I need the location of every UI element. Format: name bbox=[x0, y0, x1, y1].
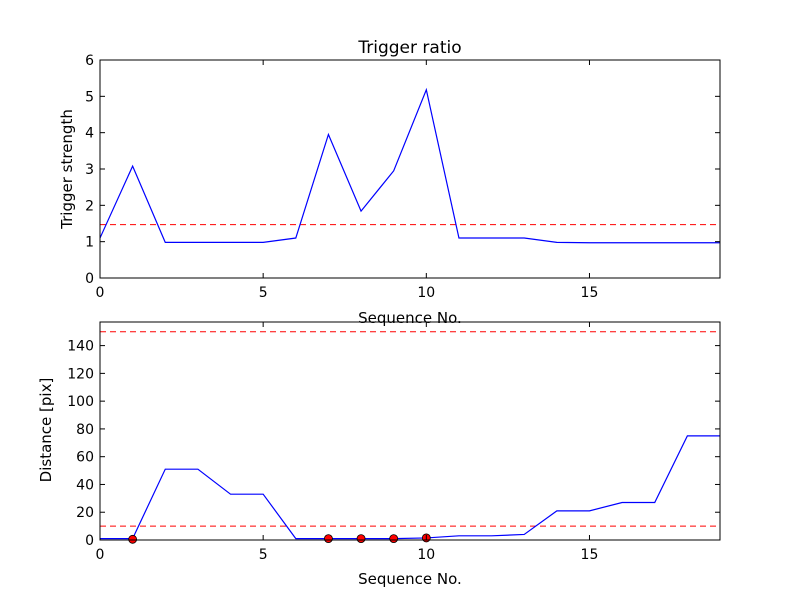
plot-area: 0 5 10 15 0 1 2 3 4 5 6 bbox=[85, 53, 721, 301]
data-point-marker bbox=[356, 534, 366, 544]
x-tick-label: 5 bbox=[259, 547, 268, 563]
x-tick-label: 0 bbox=[96, 547, 105, 563]
series-line bbox=[100, 435, 720, 540]
y-tick-label: 80 bbox=[76, 422, 94, 438]
y-tick-label: 20 bbox=[76, 505, 94, 521]
y-tick-label: 3 bbox=[85, 162, 94, 178]
x-tick-label: 5 bbox=[259, 285, 268, 301]
y-tick-label: 0 bbox=[85, 271, 94, 287]
y-tick-label: 4 bbox=[85, 126, 94, 142]
y-tick-label: 120 bbox=[67, 366, 94, 382]
y-tick-label: 40 bbox=[76, 477, 94, 493]
y-tick-label: 60 bbox=[76, 450, 94, 466]
y-axis-label: Distance [pix] bbox=[37, 378, 55, 483]
y-tick-label: 5 bbox=[85, 89, 94, 105]
x-tick-label: 15 bbox=[581, 285, 599, 301]
y-tick-label: 6 bbox=[85, 53, 94, 69]
data-layer bbox=[100, 331, 720, 540]
series-line bbox=[100, 87, 720, 244]
x-tick-label: 0 bbox=[96, 285, 105, 301]
x-tick-label: 10 bbox=[417, 285, 435, 301]
plot-area: 0 5 10 15 0 20 40 60 80 100 120 140 bbox=[67, 321, 721, 563]
y-tick-label: 1 bbox=[85, 235, 94, 251]
x-tick-label: 15 bbox=[581, 547, 599, 563]
x-tick-label: 10 bbox=[417, 547, 435, 563]
y-tick-label: 0 bbox=[85, 533, 94, 549]
distance-chart: Sequence No. Distance [pix] 0 5 10 15 0 20 40 6… bbox=[37, 321, 721, 588]
y-tick-label: 100 bbox=[67, 394, 94, 410]
data-layer bbox=[100, 87, 720, 244]
x-axis-label: Sequence No. bbox=[358, 570, 462, 588]
x-axis-label: Sequence No. bbox=[358, 309, 462, 327]
axes-frame bbox=[99, 321, 721, 541]
data-point-marker bbox=[389, 534, 399, 544]
y-axis-label: Trigger strength bbox=[58, 109, 76, 230]
chart-title: Trigger ratio bbox=[357, 38, 461, 58]
data-point-marker bbox=[128, 534, 138, 544]
y-tick-label: 140 bbox=[67, 339, 94, 355]
data-point-marker bbox=[324, 534, 333, 544]
y-tick-label: 2 bbox=[85, 198, 94, 214]
